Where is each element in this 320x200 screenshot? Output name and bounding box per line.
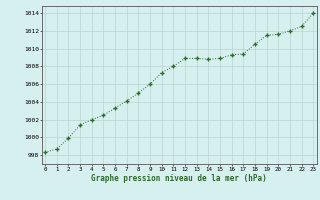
X-axis label: Graphe pression niveau de la mer (hPa): Graphe pression niveau de la mer (hPa) <box>91 174 267 183</box>
